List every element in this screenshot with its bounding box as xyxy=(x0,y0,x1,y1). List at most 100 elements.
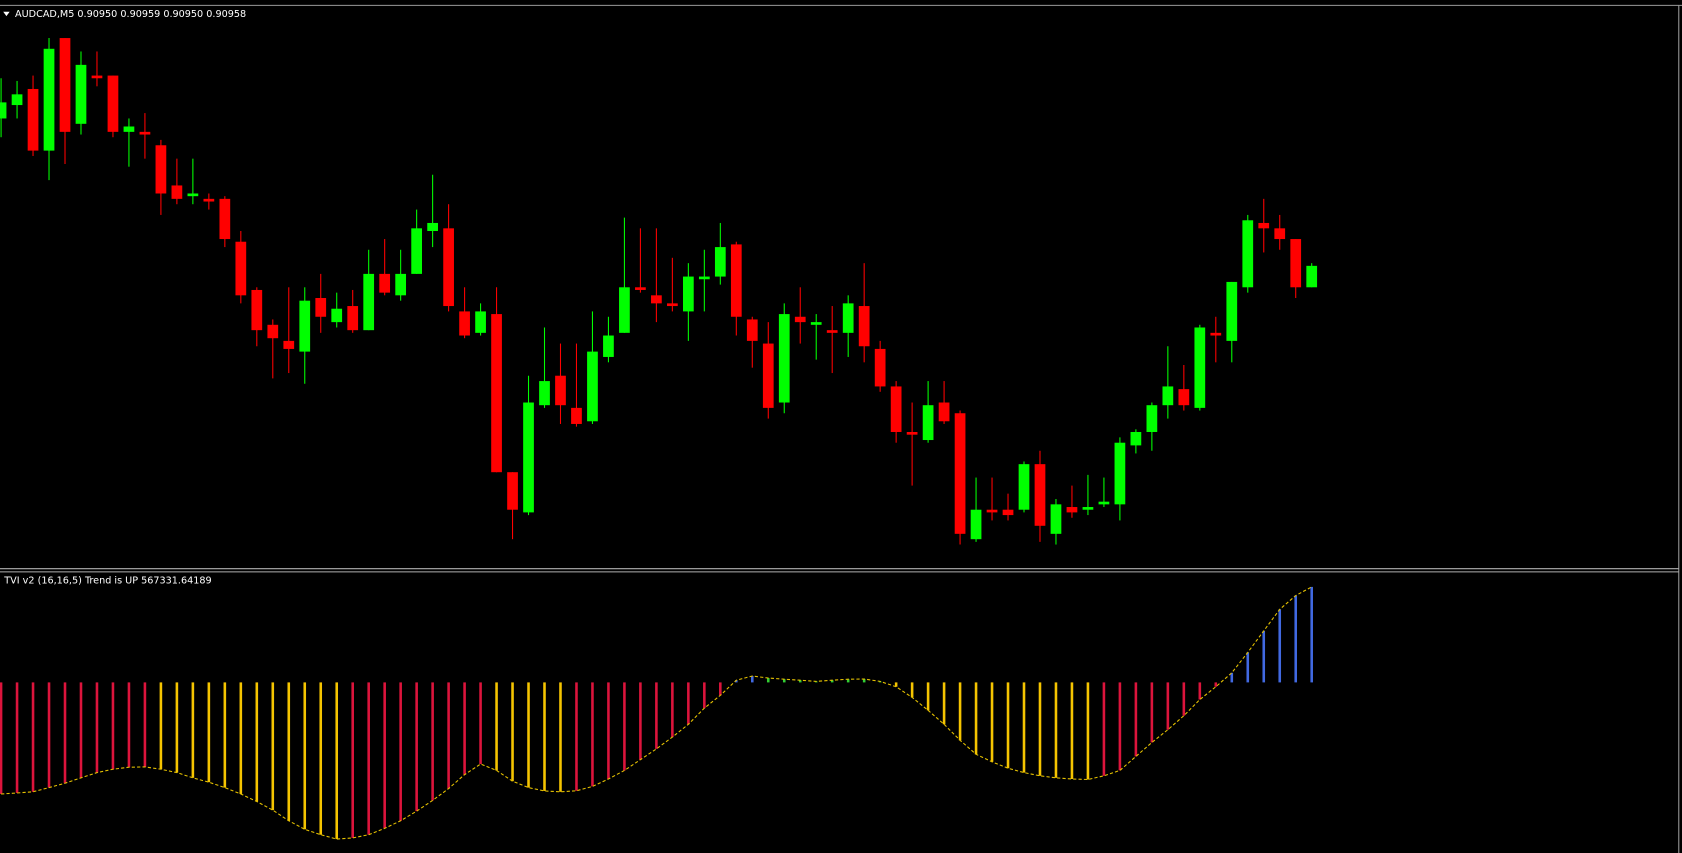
candle-body xyxy=(187,193,199,197)
candle-body xyxy=(587,351,598,422)
candle-body xyxy=(954,413,966,534)
histogram-bar xyxy=(894,682,898,687)
histogram-bar xyxy=(79,682,83,778)
histogram-bar xyxy=(495,682,498,771)
candle-body xyxy=(922,405,934,441)
candle-body xyxy=(1034,464,1046,526)
quote-open: 0.90950 xyxy=(77,9,117,20)
candle-body xyxy=(842,303,854,333)
candle-body xyxy=(858,306,870,347)
candle-body xyxy=(1178,389,1190,406)
histogram-bar xyxy=(15,682,19,793)
candle-body xyxy=(1146,405,1158,432)
candle-body xyxy=(0,102,7,119)
histogram-bar xyxy=(463,682,466,775)
candle-body xyxy=(395,273,407,296)
candle-body xyxy=(59,38,71,132)
histogram-bar xyxy=(1230,672,1234,683)
candle-body xyxy=(299,300,311,352)
histogram-bar xyxy=(1134,682,1138,757)
histogram-bar xyxy=(527,682,530,788)
candle-body xyxy=(267,324,279,339)
histogram-bar xyxy=(111,682,115,770)
candle-body xyxy=(682,276,694,312)
candle-body xyxy=(155,145,167,194)
histogram-bar xyxy=(1070,682,1074,780)
candle-body xyxy=(1130,431,1142,446)
candle-body xyxy=(1242,220,1254,288)
histogram-bar xyxy=(1166,682,1170,730)
histogram-bar xyxy=(1262,630,1266,683)
histogram-bar xyxy=(703,682,706,709)
candle-body xyxy=(1210,332,1222,336)
histogram-bar xyxy=(719,682,722,696)
histogram-bar xyxy=(846,679,850,683)
histogram-bar xyxy=(671,682,674,738)
candle-body xyxy=(347,306,359,331)
candle-body xyxy=(938,402,950,422)
histogram-bar xyxy=(143,682,147,767)
candle-body xyxy=(91,75,103,79)
quote-low: 0.90950 xyxy=(163,9,203,20)
histogram-bar xyxy=(1118,682,1122,771)
candle-body xyxy=(1082,507,1094,510)
candle-body xyxy=(1274,228,1286,240)
candle-body xyxy=(810,322,822,325)
histogram-bar xyxy=(351,682,354,838)
histogram-bar xyxy=(447,682,450,789)
candle-body xyxy=(1002,509,1014,516)
histogram-bar xyxy=(479,682,482,765)
histogram-bar xyxy=(1086,682,1090,780)
candle-body xyxy=(315,298,327,317)
candle-body xyxy=(171,185,183,199)
histogram-bar xyxy=(1006,682,1010,769)
candle-body xyxy=(555,375,566,406)
histogram-bar xyxy=(287,682,291,821)
histogram-bar xyxy=(830,680,834,683)
histogram-bar xyxy=(1102,682,1106,776)
candle-body xyxy=(427,222,438,232)
histogram-bar xyxy=(655,682,658,749)
histogram-bar xyxy=(239,682,243,794)
histogram-bar xyxy=(543,682,546,791)
indicator-header: TVI v2 (16,16,5) Trend is UP 567331.6418… xyxy=(3,575,211,586)
candle-body xyxy=(1066,507,1078,513)
candle-body xyxy=(11,94,23,106)
quote-high: 0.90959 xyxy=(120,9,160,20)
histogram-bar xyxy=(127,682,131,768)
histogram-bar xyxy=(1278,609,1282,683)
histogram-bar xyxy=(1054,682,1058,778)
candle-body xyxy=(459,311,470,336)
histogram-bar xyxy=(431,682,434,801)
candle-body xyxy=(890,386,902,432)
candle-body xyxy=(762,343,774,408)
candle-body xyxy=(43,48,55,151)
candle-body xyxy=(667,303,678,307)
candle-body xyxy=(603,335,614,357)
candle-body xyxy=(906,431,918,435)
candle-body xyxy=(27,88,39,151)
candle-body xyxy=(411,228,423,274)
candle-body xyxy=(107,75,119,132)
candle-body xyxy=(123,126,135,132)
histogram-bar xyxy=(990,682,994,762)
histogram-bar xyxy=(31,682,35,792)
candle-body xyxy=(1194,327,1206,408)
candle-body xyxy=(283,340,295,349)
histogram-bar xyxy=(399,682,402,821)
candle-body xyxy=(1258,222,1270,229)
histogram-bar xyxy=(271,682,275,811)
menu-triangle[interactable] xyxy=(3,11,10,17)
histogram-bar xyxy=(367,682,370,835)
histogram-bar xyxy=(974,682,978,755)
histogram-bar xyxy=(63,682,67,784)
candle-body xyxy=(251,289,263,331)
histogram-bar xyxy=(942,682,946,725)
histogram-bar xyxy=(1022,682,1026,773)
candle-body xyxy=(651,295,662,304)
histogram-bar xyxy=(1214,682,1218,687)
histogram-bar xyxy=(591,682,594,787)
histogram-bar xyxy=(319,682,323,835)
candle-body xyxy=(635,287,646,290)
